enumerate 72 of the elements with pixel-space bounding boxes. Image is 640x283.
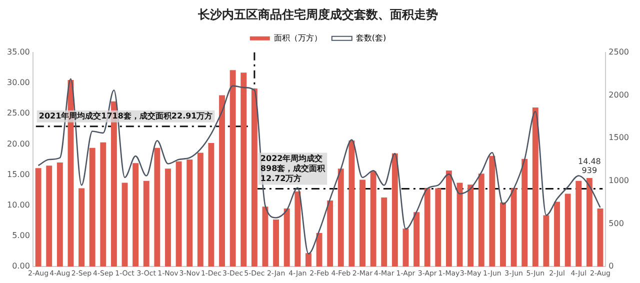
- bar: [219, 95, 225, 267]
- y2-tick-label: 1500: [608, 133, 629, 142]
- bar: [489, 156, 496, 267]
- bar: [46, 166, 52, 267]
- bar: [122, 182, 128, 267]
- bar: [597, 208, 604, 267]
- bar: [338, 168, 344, 267]
- y-tick-label: 5.00: [12, 231, 30, 240]
- bar: [208, 142, 214, 267]
- bar: [305, 253, 312, 267]
- bar: [370, 171, 376, 267]
- bar: [251, 88, 258, 267]
- bar: [230, 70, 236, 267]
- bar: [468, 184, 474, 267]
- bar: [132, 163, 139, 267]
- y-tick-label: 10.00: [6, 200, 30, 210]
- y2-tick-label: 2000: [608, 90, 629, 100]
- legend-label: 面积（万方）: [274, 33, 322, 42]
- bar: [56, 162, 63, 267]
- bar: [197, 152, 204, 267]
- bar: [392, 153, 398, 267]
- bar: [154, 148, 160, 267]
- ref-line-label: 2021年周均成交1718套，成交面积22.91万方: [38, 110, 213, 120]
- data-label: 14.48: [578, 157, 601, 166]
- y2-tick-label: 1000: [608, 176, 629, 185]
- y-tick-label: 25.00: [6, 108, 30, 118]
- bar: [435, 188, 442, 267]
- bar: [564, 194, 571, 267]
- y-tick-label: 35.00: [6, 47, 30, 56]
- bar: [294, 191, 301, 267]
- ref-line-label: 2022年周均成交898套，成交面积12.72万方: [260, 152, 326, 183]
- bar: [424, 188, 430, 267]
- bar: [543, 215, 550, 267]
- bar: [176, 161, 182, 267]
- bar: [143, 180, 150, 267]
- y2-tick-label: 0: [608, 262, 614, 271]
- bar: [360, 180, 366, 267]
- bar: [262, 206, 268, 267]
- bar: [273, 219, 280, 267]
- bar: [327, 200, 334, 267]
- y-tick-label: 0.00: [12, 262, 30, 271]
- bar: [186, 160, 193, 267]
- bar: [100, 142, 106, 267]
- legend-label: 套数(套): [356, 33, 386, 42]
- bar: [35, 168, 42, 267]
- bar: [414, 212, 420, 267]
- bar: [381, 197, 388, 267]
- bar: [89, 148, 96, 267]
- bar: [402, 228, 409, 267]
- bar: [554, 202, 560, 267]
- bar: [284, 208, 290, 267]
- y2-tick-label: 2500: [608, 47, 629, 56]
- line-series: [38, 78, 601, 254]
- y-tick-label: 15.00: [6, 170, 30, 179]
- bar: [532, 107, 538, 267]
- bar: [165, 168, 171, 267]
- y-tick-label: 20.00: [6, 139, 30, 148]
- bar: [348, 140, 355, 267]
- bar: [78, 188, 85, 267]
- bar: [510, 188, 517, 267]
- y2-tick-label: 500: [608, 218, 624, 228]
- bar: [586, 178, 592, 267]
- y-tick-label: 30.00: [6, 78, 30, 88]
- bar: [576, 180, 582, 267]
- chart-title: 长沙内五区商品住宅周度成交套数、面积走势: [197, 7, 438, 22]
- bar: [500, 202, 506, 267]
- bar: [522, 158, 528, 267]
- bar: [240, 72, 247, 267]
- bar: [478, 174, 484, 267]
- data-label: 939: [582, 166, 598, 176]
- bar: [456, 182, 463, 267]
- bar: [446, 170, 452, 267]
